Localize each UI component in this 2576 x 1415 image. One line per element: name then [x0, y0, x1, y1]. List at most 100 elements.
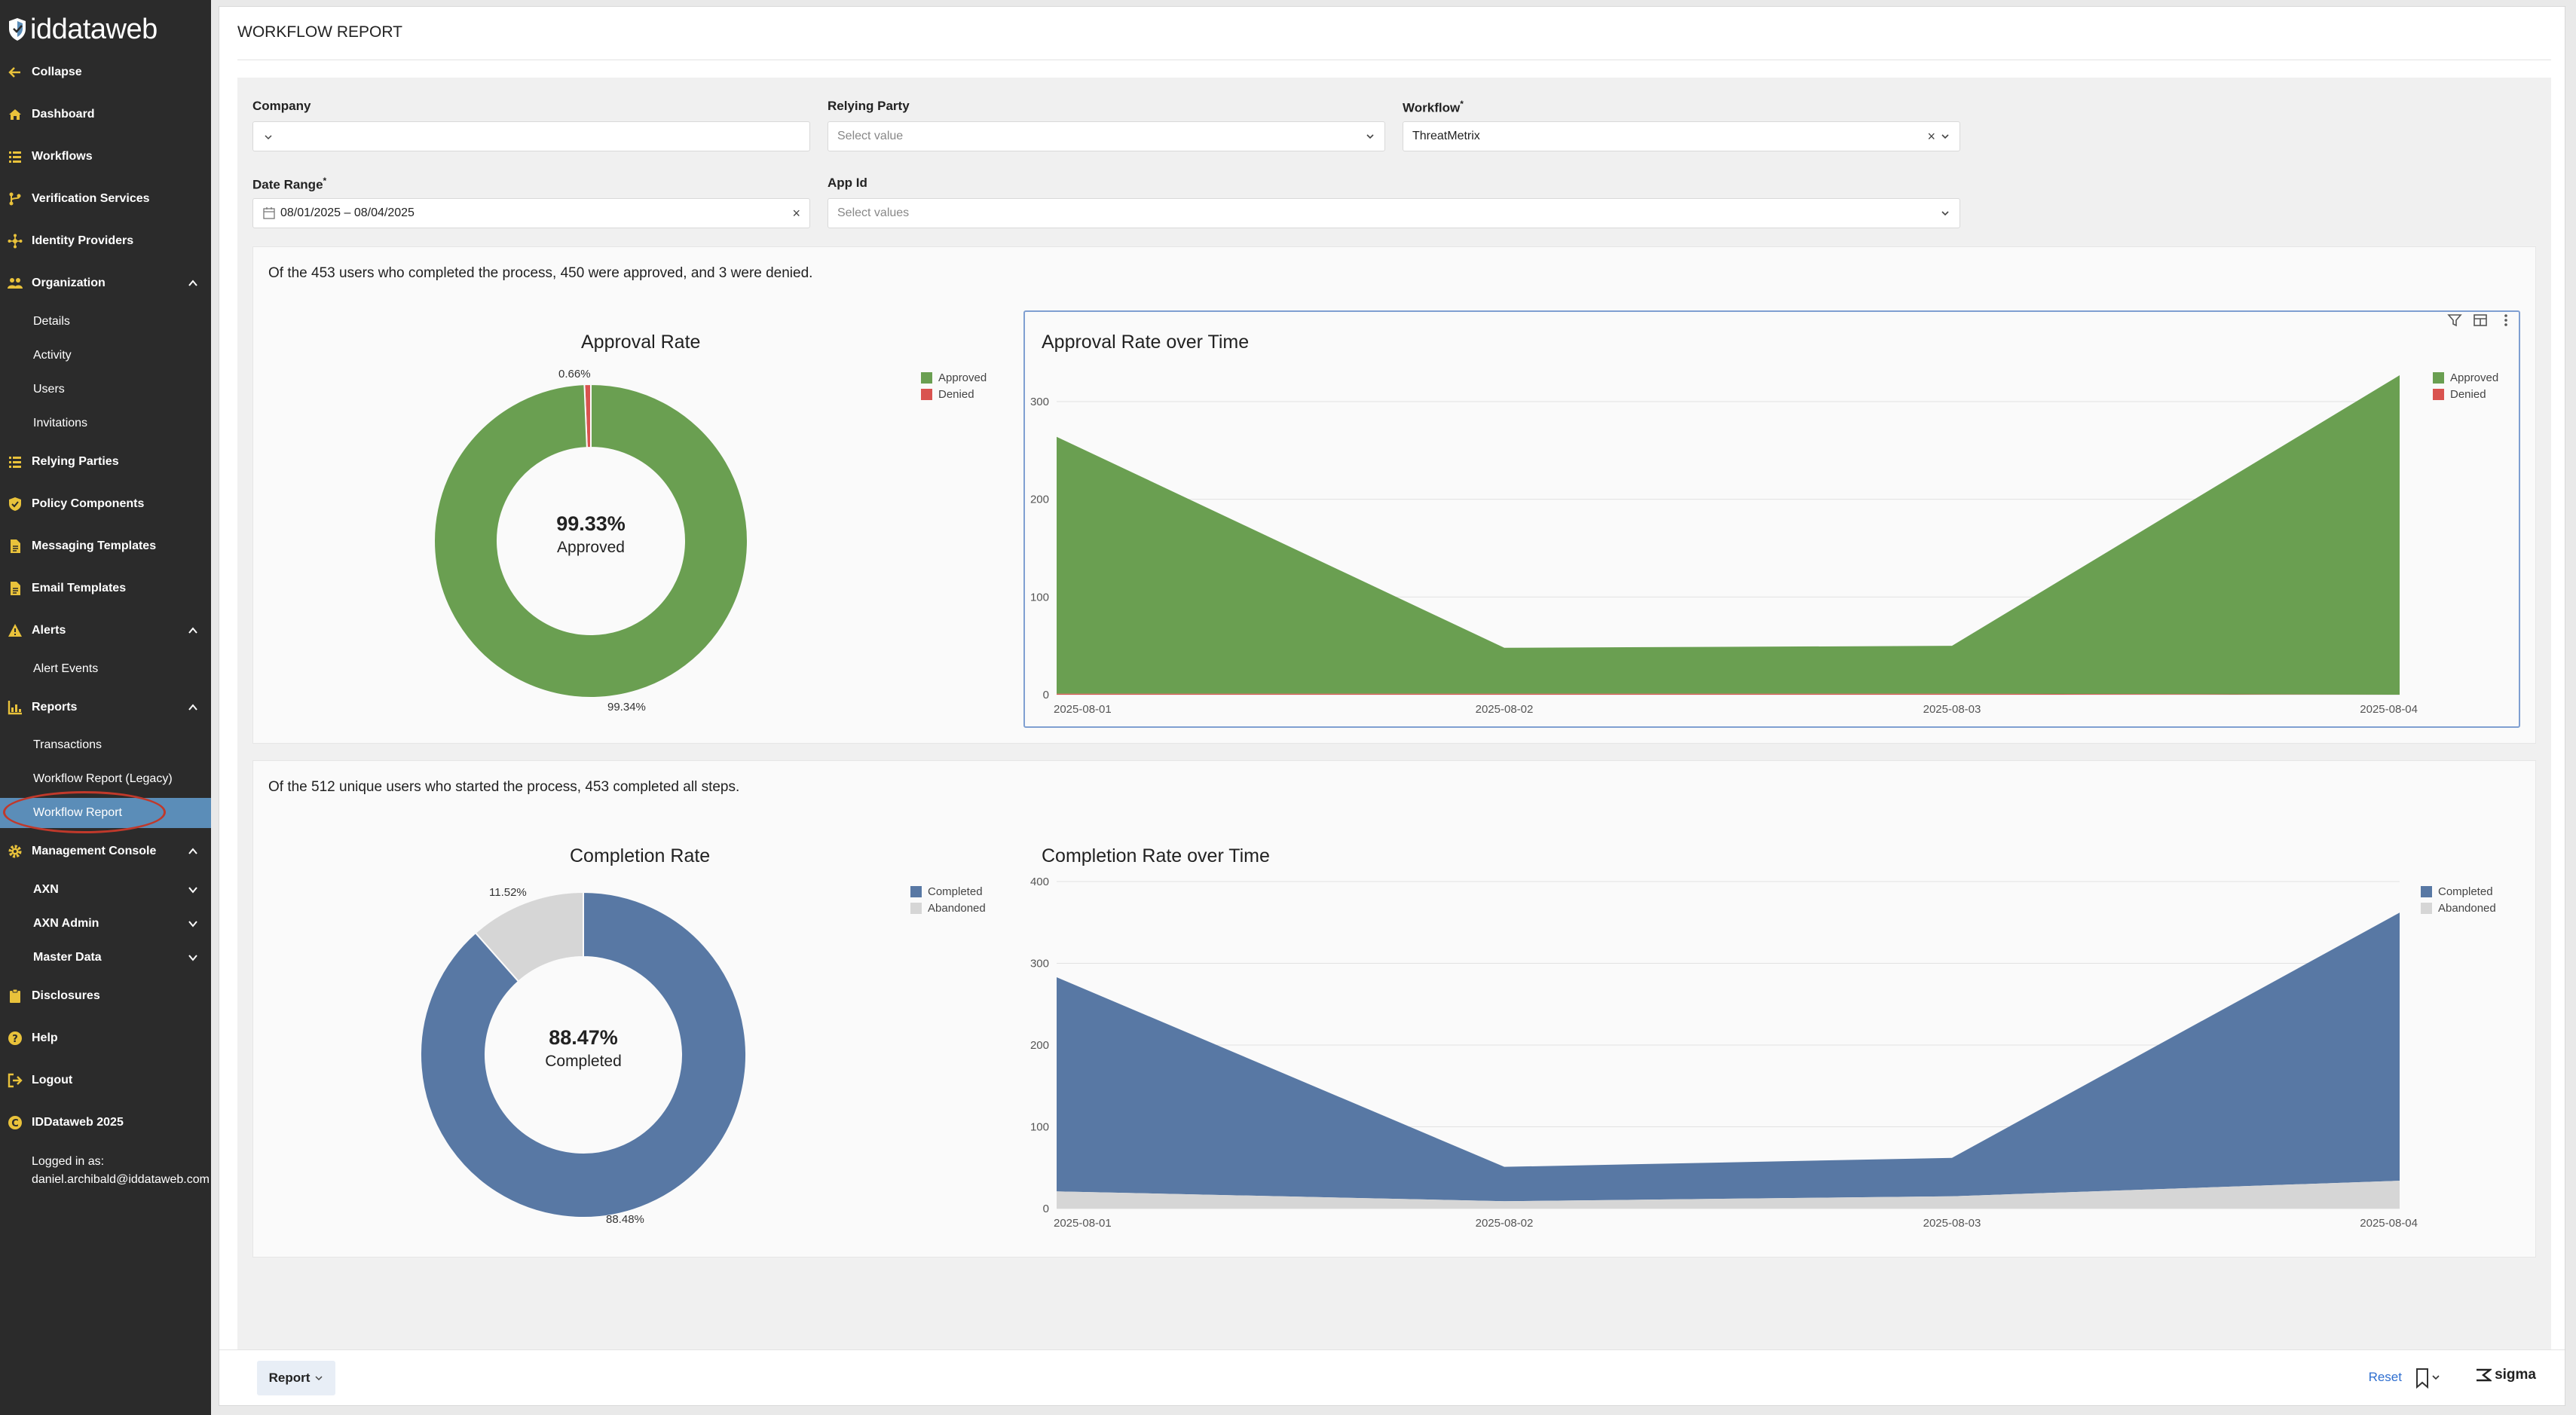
legend-item[interactable]: Denied [2433, 386, 2498, 402]
sidebar-item-activity[interactable]: Activity [33, 349, 72, 362]
legend-swatch [921, 371, 932, 384]
sidebar-item-details[interactable]: Details [33, 315, 70, 328]
legend-label: Denied [938, 387, 974, 401]
sidebar-item-workflow-report-legacy[interactable]: Workflow Report (Legacy) [33, 772, 173, 785]
y-tick-label: 400 [1030, 876, 1049, 888]
x-tick-label: 2025-08-01 [1054, 703, 1112, 716]
chevron-down-icon [1366, 134, 1374, 139]
sidebar-item-messaging-templates[interactable]: Messaging Templates [0, 531, 211, 561]
legend-label: Completed [928, 885, 983, 898]
donut-slice-completed[interactable] [420, 891, 747, 1218]
sidebar-item-workflows[interactable]: Workflows [0, 142, 211, 172]
sidebar-item-label: Dashboard [32, 108, 95, 121]
bookmark-icon[interactable] [2414, 1367, 2441, 1389]
sidebar-item-label: Organization [32, 277, 106, 289]
date-range-picker[interactable]: 08/01/2025 – 08/04/2025 × [252, 198, 810, 228]
sidebar-item-axn[interactable]: AXN [0, 875, 211, 905]
sidebar-item-label: Relying Parties [32, 455, 119, 468]
arrow-left-icon [8, 65, 23, 80]
clear-icon[interactable]: × [792, 206, 800, 221]
sidebar-item-axn-admin[interactable]: AXN Admin [0, 909, 211, 939]
workflow-select[interactable]: ThreatMetrix × [1403, 121, 1960, 151]
reset-button[interactable]: Reset [2368, 1370, 2402, 1384]
y-tick-label: 200 [1030, 494, 1049, 506]
x-tick-label: 2025-08-03 [1923, 1217, 1981, 1230]
logged-in-user: daniel.archibald@iddataweb.com [32, 1173, 210, 1186]
required-mark: * [323, 176, 327, 186]
sidebar-item-verification-services[interactable]: Verification Services [0, 184, 211, 214]
sidebar-item-email-templates[interactable]: Email Templates [0, 573, 211, 604]
sidebar-item-label: AXN [33, 883, 59, 896]
sidebar-item-relying-parties[interactable]: Relying Parties [0, 447, 211, 477]
sidebar-collapse[interactable]: Collapse [0, 57, 211, 87]
file-icon [8, 539, 23, 554]
sidebar-item-invitations[interactable]: Invitations [33, 417, 88, 429]
sidebar-item-label: Help [32, 1031, 58, 1044]
y-tick-label: 100 [1030, 591, 1049, 604]
approval-donut-legend: Approved Denied [921, 369, 987, 402]
page-title: WORKFLOW REPORT [237, 23, 402, 41]
sidebar-item-disclosures[interactable]: Disclosures [0, 981, 211, 1011]
sidebar-item-policy-components[interactable]: Policy Components [0, 489, 211, 519]
sigma-logo[interactable]: sigma [2475, 1367, 2536, 1383]
chevron-down-icon [315, 1376, 323, 1381]
approval-center-value: 99.33% [556, 512, 626, 535]
completion-time-legend: Completed Abandoned [2421, 883, 2496, 916]
report-tab[interactable]: Report [257, 1361, 335, 1395]
sidebar-item-management-console[interactable]: Management Console [0, 836, 211, 866]
chevron-down-icon [265, 135, 272, 140]
legend-item[interactable]: Approved [921, 369, 987, 386]
list-icon [8, 149, 23, 164]
sidebar-item-identity-providers[interactable]: Identity Providers [0, 226, 211, 256]
sidebar-item-help[interactable]: ? Help [0, 1023, 211, 1053]
table-icon[interactable] [2472, 312, 2489, 329]
area-series-abandoned[interactable] [1057, 1181, 2400, 1209]
y-tick-label: 0 [1043, 689, 1049, 701]
brand-logo[interactable]: iddataweb [8, 11, 158, 48]
donut-slice-approved[interactable] [433, 383, 748, 698]
sidebar-item-organization[interactable]: Organization [0, 268, 211, 298]
legend-item[interactable]: Completed [910, 883, 986, 900]
legend-item[interactable]: Denied [921, 386, 987, 402]
completion-center-label: Completed [545, 1053, 622, 1070]
shield-check-icon [8, 497, 23, 512]
y-tick-label: 100 [1030, 1121, 1049, 1134]
sidebar-item-alerts[interactable]: Alerts [0, 616, 211, 646]
area-series-approved[interactable] [1057, 375, 2400, 695]
approval-slice-label-approved: 99.34% [607, 701, 646, 714]
sidebar-item-dashboard[interactable]: Dashboard [0, 99, 211, 130]
sidebar-item-logout[interactable]: Logout [0, 1065, 211, 1096]
company-label: Company [252, 99, 311, 113]
legend-item[interactable]: Abandoned [910, 900, 986, 916]
sidebar-item-alert-events[interactable]: Alert Events [33, 662, 99, 675]
sidebar-item-label: Master Data [33, 951, 102, 964]
filter-icon[interactable] [2446, 312, 2463, 329]
sidebar-item-transactions[interactable]: Transactions [33, 738, 102, 751]
date-range-label: Date Range* [252, 176, 326, 193]
chevron-up-icon [188, 280, 197, 286]
x-tick-label: 2025-08-04 [2360, 703, 2418, 716]
relying-party-select[interactable]: Select value [828, 121, 1385, 151]
more-vertical-icon[interactable] [2498, 312, 2514, 329]
branch-icon [8, 191, 23, 206]
completion-donut-title: Completion Rate [570, 845, 711, 866]
sidebar-item-master-data[interactable]: Master Data [0, 943, 211, 973]
completion-donut-chart [420, 891, 747, 1218]
sidebar-item-users[interactable]: Users [33, 383, 65, 396]
area-series-denied[interactable] [1057, 693, 2400, 695]
legend-item[interactable]: Completed [2421, 883, 2496, 900]
legend-item[interactable]: Approved [2433, 369, 2498, 386]
app-id-select[interactable]: Select values [828, 198, 1960, 228]
legend-item[interactable]: Abandoned [2421, 900, 2496, 916]
workflow-value: ThreatMetrix [1412, 130, 1480, 142]
sidebar: iddataweb Collapse Dashboard Workflows V… [0, 0, 211, 1415]
approval-center-label: Approved [557, 539, 625, 556]
chevron-up-icon [188, 627, 197, 634]
area-series-completed[interactable] [1057, 912, 2400, 1202]
y-tick-label: 300 [1030, 396, 1049, 408]
sidebar-item-label: Management Console [32, 845, 157, 857]
company-select[interactable] [252, 121, 810, 151]
clear-icon[interactable]: × [1927, 129, 1935, 144]
sidebar-item-reports[interactable]: Reports [0, 692, 211, 723]
clipboard-icon [8, 989, 23, 1004]
